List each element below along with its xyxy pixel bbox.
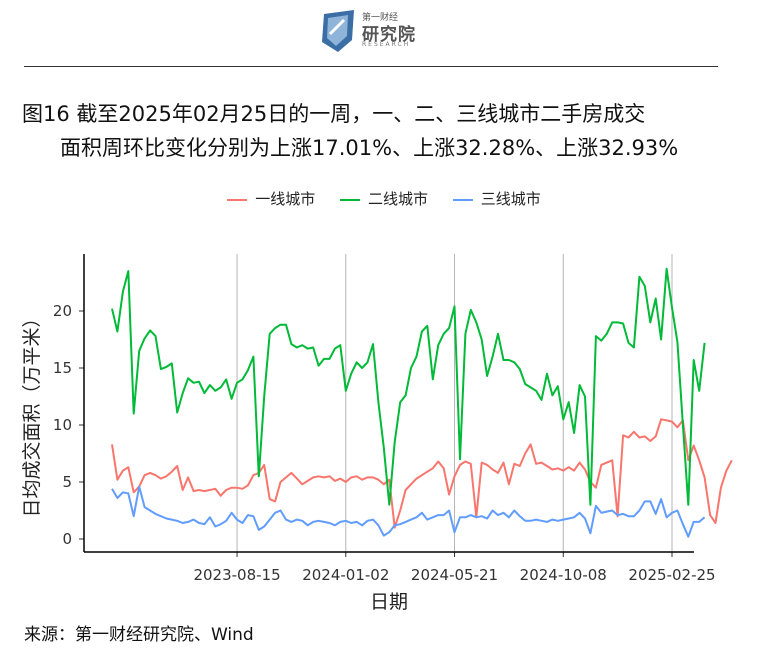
line-chart: 2023-08-15 2024-01-02 2024-05-21 2024-10-08… [21, 254, 733, 613]
x-tick-label: 2024-10-08 [520, 566, 607, 584]
legend-item-tier2: 二线城市 [339, 188, 428, 209]
x-axis-title: 日期 [370, 591, 408, 613]
legend-label-tier2: 二线城市 [367, 190, 428, 208]
y-tick-label: 10 [53, 416, 72, 434]
logo-cn-text: 研究院 [362, 25, 416, 45]
legend-swatch-tier2 [339, 198, 360, 201]
logo-shield-icon [322, 10, 354, 52]
chart-axes [79, 254, 694, 557]
legend-label-tier1: 一线城市 [255, 190, 316, 208]
chart-series [111, 267, 733, 538]
x-tick-label: 2024-05-21 [411, 566, 498, 584]
logo-en-text: RESEARCH [362, 41, 411, 48]
series-line-3 [111, 485, 706, 538]
logo-small-text: 第一财经 [362, 13, 399, 23]
legend-label-tier3: 三线城市 [480, 190, 541, 208]
x-tick-label: 2025-02-25 [628, 566, 715, 584]
chart-labels: 2023-08-15 2024-01-02 2024-05-21 2024-10-08… [21, 302, 716, 613]
x-tick-label: 2023-08-15 [193, 566, 280, 584]
figure-title-line1: 图16 截至2025年02月25日的一周，一、二、三线城市二手房成交 [22, 102, 646, 126]
research-logo: 第一财经 研究院 RESEARCH [318, 8, 428, 54]
legend-item-tier1: 一线城市 [227, 188, 315, 209]
series-line-2 [111, 267, 706, 506]
y-tick-label: 15 [53, 359, 72, 377]
y-tick-label: 20 [53, 302, 72, 320]
y-tick-label: 0 [62, 530, 72, 548]
figure-title-line2: 面积周环比变化分别为上涨17.01%、上涨32.28%、上涨32.93% [60, 136, 679, 160]
legend-swatch-tier1 [227, 198, 248, 201]
series-line-1 [111, 418, 733, 529]
legend-swatch-tier3 [452, 198, 473, 201]
legend-item-tier3: 三线城市 [452, 188, 541, 209]
y-axis-title: 日均成交面积（万平米） [21, 308, 43, 517]
y-tick-label: 5 [62, 473, 72, 491]
source-note: 来源：第一财经研究院、Wind [24, 625, 254, 645]
header-divider [24, 66, 718, 67]
chart-legend: 一线城市 二线城市 三线城市 [0, 188, 768, 209]
chart-grid [236, 254, 673, 552]
x-tick-label: 2024-01-02 [302, 566, 389, 584]
